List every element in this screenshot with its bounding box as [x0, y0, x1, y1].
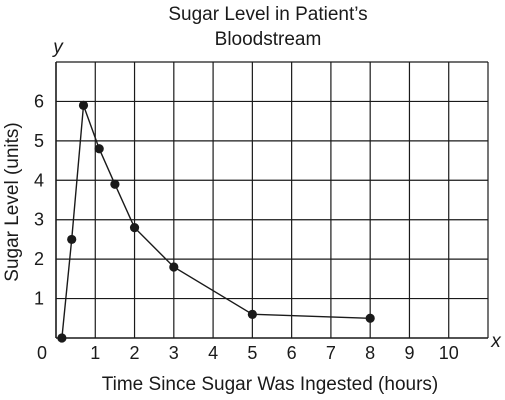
axes — [55, 62, 488, 339]
data-point — [110, 179, 120, 189]
data-point — [78, 100, 89, 110]
data-series — [57, 100, 375, 343]
x-tick-label: 4 — [208, 343, 218, 363]
x-tick-label: 9 — [404, 343, 414, 363]
y-tick-label: 3 — [34, 210, 44, 230]
x-tick-label: 0 — [37, 343, 47, 363]
chart-title: Sugar Level in Patient’s Bloodstream — [168, 4, 367, 50]
data-point — [169, 262, 179, 272]
x-tick-label: 8 — [365, 343, 375, 363]
x-variable-label: x — [490, 331, 502, 352]
chart-title-line-2: Bloodstream — [215, 29, 322, 50]
y-variable-label: y — [51, 37, 64, 58]
y-tick-label: 5 — [34, 131, 44, 151]
y-tick-label: 6 — [34, 91, 44, 111]
data-point — [247, 309, 257, 319]
data-point — [94, 144, 104, 154]
x-axis-label: Time Since Sugar Was Ingested (hours) — [102, 374, 439, 395]
grid — [56, 61, 489, 338]
y-tick-label: 4 — [34, 170, 44, 190]
tick-labels: 0 1 2 3 4 5 6 7 8 9 10 1 2 3 4 5 6 — [34, 91, 459, 363]
x-tick-label: 5 — [247, 343, 257, 363]
x-tick-label: 6 — [287, 343, 297, 363]
data-point — [365, 313, 375, 323]
chart-title-line-1: Sugar Level in Patient’s — [168, 4, 367, 25]
x-tick-label: 2 — [130, 343, 140, 363]
data-point — [129, 223, 140, 233]
x-tick-label: 10 — [439, 343, 459, 363]
data-point — [57, 333, 67, 343]
x-tick-label: 3 — [169, 343, 179, 363]
x-tick-label: 7 — [326, 343, 336, 363]
y-axis-label: Sugar Level (units) — [2, 122, 23, 281]
y-tick-label: 2 — [34, 249, 44, 269]
x-tick-label: 1 — [90, 343, 100, 363]
data-point — [67, 234, 77, 245]
y-tick-label: 1 — [34, 289, 44, 309]
